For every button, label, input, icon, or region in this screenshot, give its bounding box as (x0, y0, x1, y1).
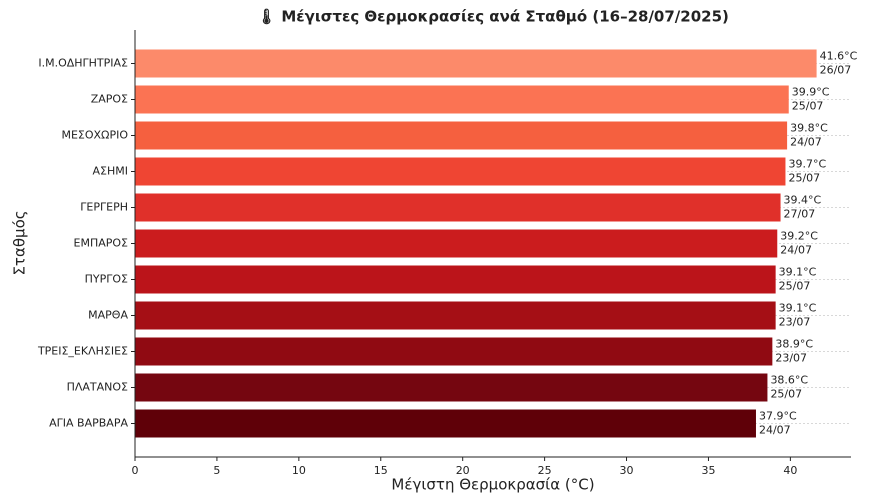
x-axis-label: Μέγιστη Θερμοκρασία (°C) (391, 476, 594, 494)
y-tick-label: Ι.Μ.ΟΔΗΓΗΤΡΙΑΣ (38, 57, 128, 70)
x-tick-label: 5 (213, 464, 220, 477)
bar (135, 409, 756, 438)
date-label: 24/07 (780, 244, 812, 257)
y-axis-label: Σταθμός (11, 210, 29, 275)
y-tick-label: ΑΣΗΜΙ (93, 165, 128, 178)
date-label: 25/07 (770, 388, 802, 401)
value-label: 39.4°C (784, 194, 822, 207)
x-tick-label: 30 (620, 464, 634, 477)
value-label: 41.6°C (820, 50, 858, 63)
value-label: 39.9°C (792, 86, 830, 99)
x-tick-label: 25 (538, 464, 552, 477)
value-label: 39.1°C (779, 266, 817, 279)
value-label: 38.9°C (775, 338, 813, 351)
date-label: 23/07 (775, 352, 807, 365)
date-label: 24/07 (759, 424, 791, 437)
x-tick-label: 40 (783, 464, 797, 477)
x-tick-label: 10 (292, 464, 306, 477)
bar (135, 373, 768, 402)
bar (135, 49, 817, 78)
date-label: 26/07 (820, 64, 852, 77)
y-tick-label: ΤΡΕΙΣ_ΕΚΛΗΣΙΕΣ (37, 345, 128, 358)
y-tick-label: ΜΕΣΟΧΩΡΙΟ (61, 129, 128, 142)
date-label: 25/07 (788, 172, 820, 185)
bar (135, 229, 778, 258)
date-label: 27/07 (784, 208, 816, 221)
bar (135, 193, 781, 222)
y-tick-label: ΕΜΠΑΡΟΣ (74, 237, 129, 250)
chart-title: 🌡 Μέγιστες Θερμοκρασίες ανά Σταθμό (16–2… (257, 8, 729, 26)
x-tick-label: 20 (456, 464, 470, 477)
value-label: 38.6°C (770, 374, 808, 387)
y-tick-label: ΠΛΑΤΑΝΟΣ (67, 381, 128, 394)
y-tick-label: ΖΑΡΟΣ (91, 93, 128, 106)
bar (135, 85, 789, 114)
y-tick-label: ΠΥΡΓΟΣ (85, 273, 128, 286)
bar (135, 337, 773, 366)
value-label: 39.8°C (790, 122, 828, 135)
bar (135, 121, 788, 150)
date-label: 24/07 (790, 136, 822, 149)
x-tick-label: 35 (701, 464, 715, 477)
bar (135, 265, 776, 294)
x-tick-label: 0 (132, 464, 139, 477)
bar (135, 301, 776, 330)
value-label: 39.2°C (780, 230, 818, 243)
value-label: 37.9°C (759, 410, 797, 423)
y-tick-label: ΜΑΡΘΑ (88, 309, 128, 322)
y-tick-label: ΓΕΡΓΕΡΗ (80, 201, 128, 214)
y-tick-label: ΑΓΙΑ ΒΑΡΒΑΡΑ (49, 417, 128, 430)
x-tick-label: 15 (374, 464, 388, 477)
date-label: 25/07 (792, 100, 824, 113)
date-label: 23/07 (779, 316, 811, 329)
value-label: 39.7°C (788, 158, 826, 171)
bar (135, 157, 786, 186)
date-label: 25/07 (779, 280, 811, 293)
value-label: 39.1°C (779, 302, 817, 315)
